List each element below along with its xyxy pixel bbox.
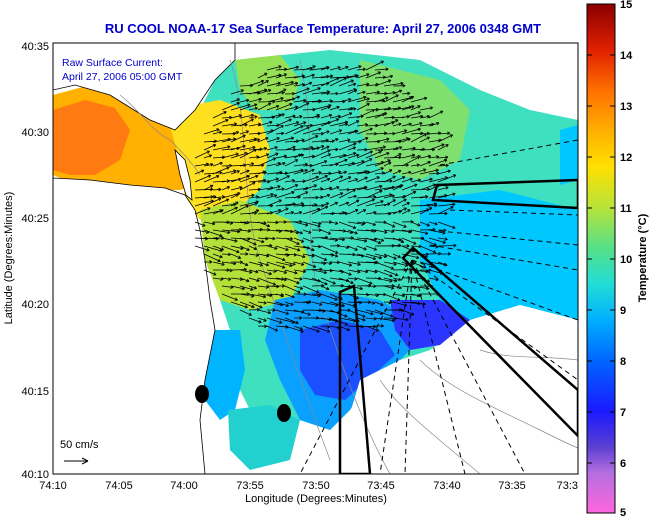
y-tick-label: 40:25 (21, 213, 49, 225)
y-tick-label: 40:10 (21, 469, 49, 481)
colorbar: 15 14 13 12 11 10 9 8 7 6 5 Temperature … (586, 0, 649, 519)
scale-label: 50 cm/s (60, 439, 99, 451)
y-tick-label: 40:20 (21, 299, 49, 311)
x-tick-label: 74:10 (39, 480, 67, 492)
colorbar-tick-label: 14 (620, 50, 633, 62)
map-plot-area: Raw Surface Current: April 27, 2006 05:0… (53, 43, 578, 474)
x-tick-label: 73:45 (367, 480, 395, 492)
x-tick-label: 74:00 (170, 480, 198, 492)
plot-frame (52, 42, 579, 475)
coastline (53, 43, 578, 474)
scale-arrowhead (81, 457, 89, 465)
colorbar-tick-label: 6 (620, 458, 626, 470)
colorbar-tick-label: 12 (620, 152, 632, 164)
colorbar-tick-label: 13 (620, 101, 632, 113)
colorbar-tick-label: 11 (620, 203, 632, 215)
x-axis-label: Longitude (Degrees:Minutes) (245, 493, 387, 505)
colorbar-tick-label: 7 (620, 407, 626, 419)
colorbar-ticks (587, 54, 615, 464)
x-axis: 74:10 74:05 74:00 73:55 73:50 73:45 73:4… (39, 480, 578, 505)
current-vectors (194, 60, 457, 333)
x-tick-label: 73:40 (433, 480, 461, 492)
x-tick-label: 73:3 (557, 480, 578, 492)
colorbar-tick-label: 5 (620, 507, 626, 519)
current-label-line1: Raw Surface Current: (62, 57, 163, 69)
current-vector-field (194, 60, 457, 333)
bathymetry-contours (119, 59, 578, 474)
survey-boxes (338, 178, 578, 474)
colorbar-tick-label: 15 (620, 0, 632, 11)
colorbar-tick-label: 8 (620, 356, 626, 368)
station-marker (277, 404, 291, 422)
current-label-line2: April 27, 2006 05:00 GMT (62, 71, 183, 83)
colorbar-label: Temperature (°C) (637, 213, 649, 302)
sst-field (53, 50, 578, 470)
y-axis: 40:35 40:30 40:25 40:20 40:15 40:10 Lati… (3, 41, 49, 481)
colorbar-tick-label: 9 (620, 305, 626, 317)
y-tick-label: 40:35 (21, 41, 49, 53)
x-tick-label: 73:55 (236, 480, 264, 492)
y-axis-label: Latitude (Degrees:Minutes) (3, 192, 15, 325)
y-tick-label: 40:30 (21, 127, 49, 139)
figure-title: RU COOL NOAA-17 Sea Surface Temperature:… (105, 21, 541, 36)
y-tick-label: 40:15 (21, 386, 49, 398)
x-tick-label: 73:35 (498, 480, 526, 492)
x-tick-label: 73:50 (302, 480, 330, 492)
x-tick-label: 74:05 (105, 480, 133, 492)
station-marker (195, 385, 209, 403)
colorbar-tick-label: 10 (620, 254, 632, 266)
